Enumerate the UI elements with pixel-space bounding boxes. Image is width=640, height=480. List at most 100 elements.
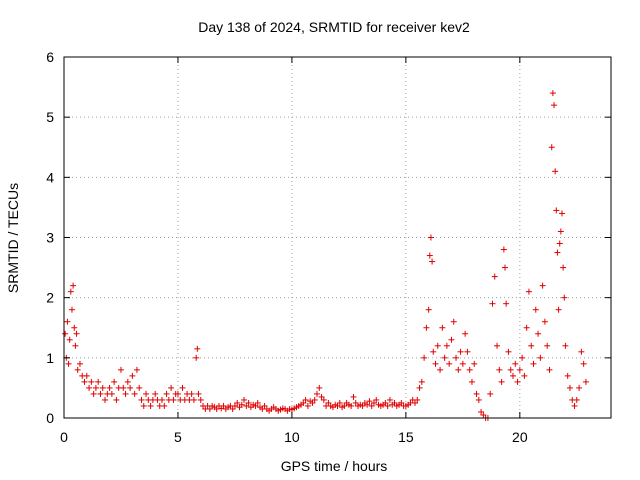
data-point <box>519 354 526 361</box>
data-point <box>480 411 487 418</box>
data-point <box>439 324 446 331</box>
data-point <box>229 405 236 412</box>
data-point <box>133 366 140 373</box>
data-point <box>206 405 213 412</box>
data-point <box>523 324 530 331</box>
data-point <box>366 398 373 405</box>
data-point <box>462 330 469 337</box>
data-point <box>505 348 512 355</box>
data-point <box>416 384 423 391</box>
data-point <box>83 372 90 379</box>
data-point <box>373 396 380 403</box>
data-point <box>368 402 375 409</box>
data-point <box>530 360 537 367</box>
data-point <box>161 402 168 409</box>
data-point <box>197 396 204 403</box>
data-point <box>528 342 535 349</box>
data-point <box>552 168 559 175</box>
data-point <box>382 399 389 406</box>
data-point <box>411 399 418 406</box>
data-point <box>234 399 241 406</box>
data-point <box>539 282 546 289</box>
data-point <box>140 402 147 409</box>
data-point <box>553 207 560 214</box>
data-point <box>238 401 245 408</box>
data-point <box>471 360 478 367</box>
data-point <box>446 360 453 367</box>
data-point <box>348 402 355 409</box>
data-point <box>350 393 357 400</box>
data-point <box>241 396 248 403</box>
data-point <box>313 390 320 397</box>
data-point <box>437 366 444 373</box>
data-point <box>252 402 259 409</box>
data-point <box>106 384 113 391</box>
data-point <box>325 399 332 406</box>
x-tick-label: 0 <box>60 429 68 445</box>
data-point <box>136 384 143 391</box>
data-point <box>560 264 567 271</box>
data-point <box>73 330 80 337</box>
data-point <box>502 264 509 271</box>
data-point <box>487 390 494 397</box>
axis-ticks: 0 5 10 15 20 0 1 2 3 4 5 6 <box>46 49 611 445</box>
data-point <box>564 372 571 379</box>
data-point <box>509 372 516 379</box>
data-point <box>71 324 78 331</box>
data-point <box>65 360 72 367</box>
data-point <box>478 408 485 415</box>
data-point <box>551 102 558 109</box>
data-point <box>131 390 138 397</box>
data-point <box>168 384 175 391</box>
data-point <box>386 396 393 403</box>
data-point <box>455 366 462 373</box>
data-point <box>573 396 580 403</box>
data-point <box>453 354 460 361</box>
data-point <box>76 360 83 367</box>
data-point <box>503 300 510 307</box>
data-point <box>95 378 102 385</box>
data-point <box>423 324 430 331</box>
data-point <box>525 288 532 295</box>
data-point <box>220 402 227 409</box>
data-point <box>304 402 311 409</box>
data-point <box>311 396 318 403</box>
data-point <box>64 318 71 325</box>
data-point <box>457 348 464 355</box>
data-point <box>516 366 523 373</box>
data-point <box>117 366 124 373</box>
data-point <box>421 354 428 361</box>
data-point <box>448 336 455 343</box>
data-point <box>491 273 498 280</box>
data-point <box>558 210 565 217</box>
y-tick-label: 2 <box>46 290 54 306</box>
data-point <box>580 360 587 367</box>
data-point <box>92 384 99 391</box>
data-point <box>364 401 371 408</box>
data-point <box>562 342 569 349</box>
y-axis-label: SRMTID / TECUs <box>5 183 21 293</box>
data-point <box>370 399 377 406</box>
data-point <box>122 390 129 397</box>
data-point <box>418 378 425 385</box>
data-point <box>555 306 562 313</box>
y-tick-label: 1 <box>46 350 54 366</box>
y-tick-label: 4 <box>46 169 54 185</box>
data-point <box>496 366 503 373</box>
data-point <box>88 378 95 385</box>
data-point <box>430 348 437 355</box>
data-point <box>546 366 553 373</box>
data-point <box>124 378 131 385</box>
x-tick-label: 15 <box>398 429 414 445</box>
data-point <box>113 396 120 403</box>
data-point <box>108 390 115 397</box>
x-tick-label: 5 <box>174 429 182 445</box>
data-point <box>450 318 457 325</box>
data-point <box>426 252 433 259</box>
data-point <box>74 366 81 373</box>
gridlines <box>64 57 611 418</box>
data-point <box>537 354 544 361</box>
data-point <box>138 396 145 403</box>
data-point <box>489 300 496 307</box>
data-point <box>425 306 432 313</box>
